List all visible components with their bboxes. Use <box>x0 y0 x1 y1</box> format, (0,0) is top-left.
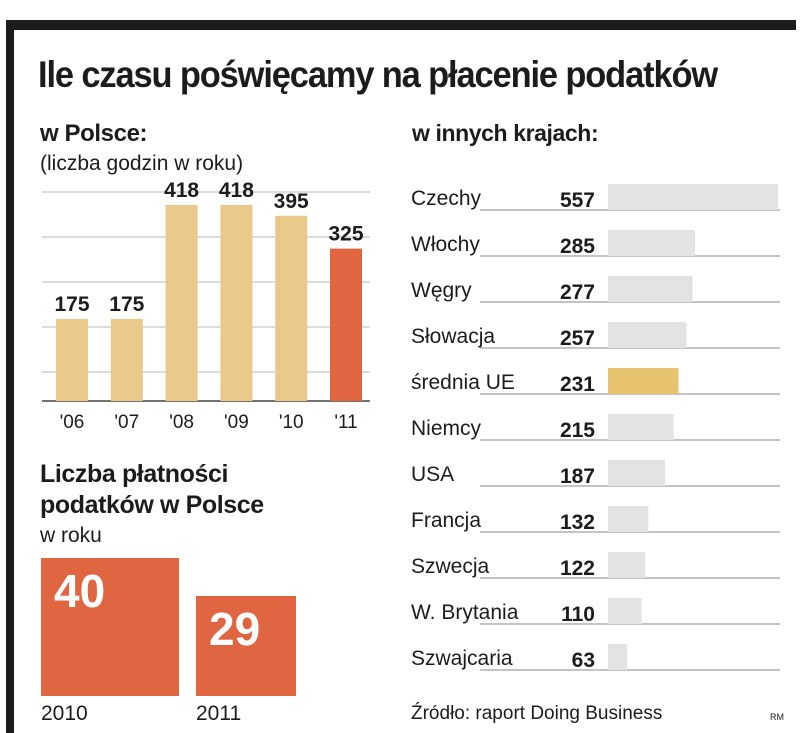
bar-3 <box>220 205 253 401</box>
payments-heading-line2: podatków w Polsce <box>40 491 264 519</box>
country-bar-6 <box>608 460 666 486</box>
bar-1 <box>110 318 143 401</box>
country-label-2: Węgry <box>411 279 472 302</box>
country-value-label-7: 132 <box>560 511 595 534</box>
country-value-label-2: 277 <box>560 281 595 304</box>
page-title: Ile czasu poświęcamy na płacenie podatkó… <box>38 54 718 95</box>
frame-top-bar <box>6 20 796 30</box>
credit: RM <box>770 712 784 722</box>
payment-box-2011-value: 29 <box>209 603 261 655</box>
country-label-7: Francja <box>411 509 481 532</box>
payments-heading-line1: Liczba płatności <box>40 460 229 488</box>
x-tick-label-5: '11 <box>334 412 357 433</box>
country-bar-4 <box>608 368 679 394</box>
country-label-4: średnia UE <box>411 371 515 394</box>
bar-4 <box>275 215 308 401</box>
country-bar-7 <box>608 506 649 532</box>
x-tick-label-4: '10 <box>279 412 304 433</box>
country-bar-2 <box>608 276 693 302</box>
country-value-label-9: 110 <box>561 603 595 626</box>
payment-box-2011-year: 2011 <box>196 702 242 725</box>
x-tick-label-0: '06 <box>60 412 85 433</box>
country-bar-8 <box>608 552 646 578</box>
country-bar-0 <box>608 184 778 210</box>
country-bar-10 <box>608 644 628 670</box>
bar-value-label-1: 175 <box>109 293 144 316</box>
bar-value-label-5: 325 <box>328 223 363 246</box>
country-label-3: Słowacja <box>411 325 495 348</box>
x-tick-label-1: '07 <box>114 412 139 433</box>
country-label-0: Czechy <box>411 187 482 210</box>
country-value-label-8: 122 <box>560 557 595 580</box>
x-tick-label-2: '08 <box>169 412 194 433</box>
bar-2 <box>165 205 198 401</box>
payment-box-2011: 29 <box>196 596 296 696</box>
country-label-6: USA <box>411 463 454 486</box>
others-heading: w innych krajach: <box>412 120 599 146</box>
country-bar-3 <box>608 322 687 348</box>
country-bar-5 <box>608 414 674 440</box>
country-value-label-4: 231 <box>560 373 595 396</box>
country-label-10: Szwajcaria <box>411 647 513 670</box>
country-value-label-5: 215 <box>560 419 595 442</box>
bar-0 <box>56 318 88 401</box>
payment-box-2010-value: 40 <box>54 565 106 617</box>
poland-heading: w Polsce: <box>40 120 148 147</box>
payment-box-2010: 40 <box>41 558 179 696</box>
payment-box-2010-year: 2010 <box>41 702 88 725</box>
country-value-label-3: 257 <box>560 327 595 350</box>
bar-5 <box>330 248 362 401</box>
country-value-label-6: 187 <box>560 465 595 488</box>
bar-value-label-0: 175 <box>54 293 89 316</box>
country-bar-1 <box>608 230 695 256</box>
country-label-5: Niemcy <box>411 417 482 440</box>
country-value-label-1: 285 <box>560 235 595 258</box>
country-label-9: W. Brytania <box>411 601 519 624</box>
bar-value-label-4: 395 <box>274 190 309 213</box>
country-label-8: Szwecja <box>411 555 490 578</box>
frame-left-bar <box>6 20 14 733</box>
country-value-label-0: 557 <box>560 189 595 212</box>
country-bar-9 <box>608 598 642 624</box>
payments-subheading: w roku <box>40 524 102 547</box>
poland-subheading: (liczba godzin w roku) <box>40 152 244 175</box>
country-label-1: Włochy <box>411 233 480 256</box>
country-value-label-10: 63 <box>572 649 595 672</box>
bar-value-label-3: 418 <box>219 179 254 202</box>
source-note: Źródło: raport Doing Business <box>411 703 663 724</box>
bar-value-label-2: 418 <box>164 179 199 202</box>
x-tick-label-3: '09 <box>224 412 249 433</box>
